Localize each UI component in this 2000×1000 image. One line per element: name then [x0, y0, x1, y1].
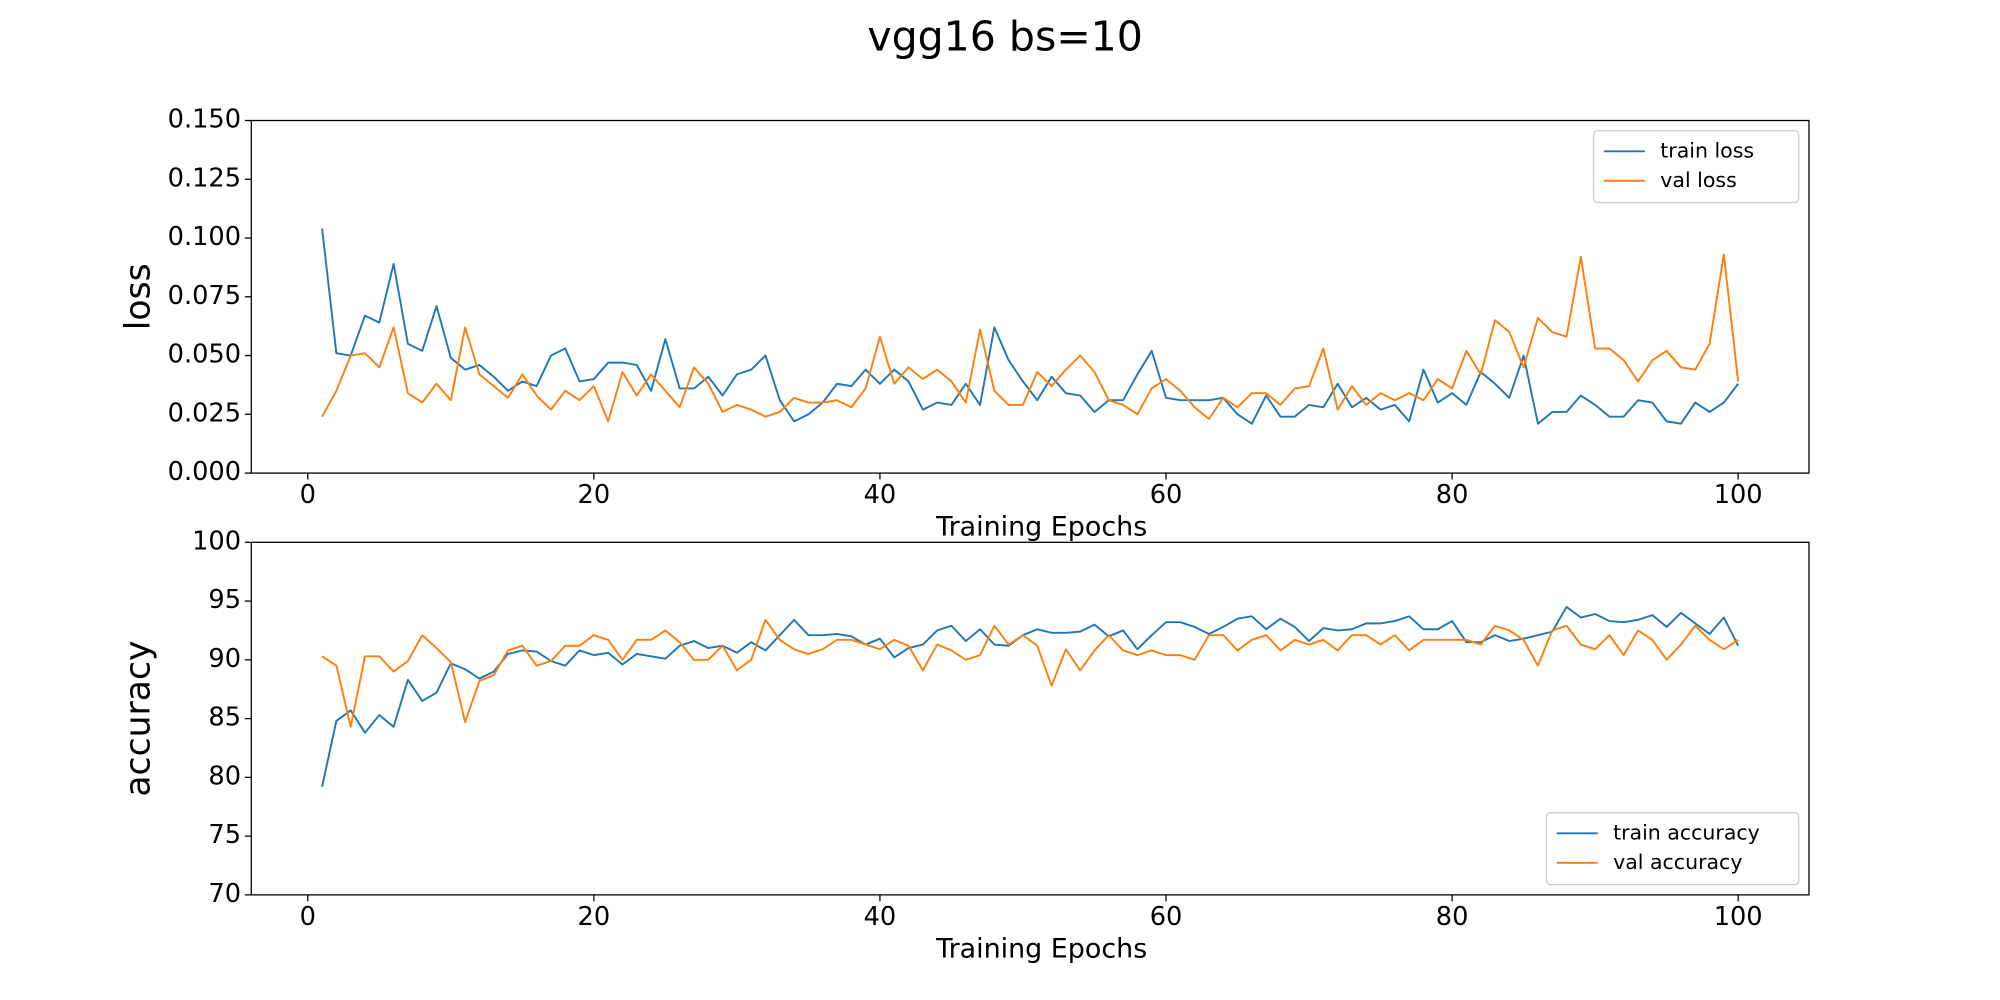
y-tick-label: 100: [192, 526, 241, 556]
y-tick-label: 90: [208, 644, 241, 674]
y-tick-label: 0.150: [168, 105, 241, 135]
y-tick-label: 0.000: [168, 457, 241, 487]
line-series: [321, 605, 1740, 787]
line-series: [321, 618, 1739, 728]
y-tick-label: 75: [208, 820, 241, 850]
y-tick-label: 0.125: [168, 163, 241, 193]
legend-label: val loss: [1660, 168, 1737, 192]
legend-box: [1592, 130, 1800, 204]
plot-frame: [250, 541, 1810, 896]
x-tick-label: 40: [864, 902, 897, 932]
legend-label: val accuracy: [1613, 850, 1742, 874]
legend: train loss val loss: [1592, 130, 1800, 204]
legend-label: train accuracy: [1613, 820, 1760, 844]
x-axis-label: Training Epochs: [935, 512, 1147, 543]
y-tick-label: 70: [208, 879, 241, 909]
y-axis-label: accuracy: [119, 641, 159, 797]
legend-box: [1545, 812, 1800, 886]
y-tick-label: 0.050: [168, 340, 241, 370]
x-tick-label: 60: [1150, 902, 1183, 932]
legend: train accuracy val accuracy: [1545, 812, 1800, 886]
y-tick-label: 85: [208, 703, 241, 733]
y-tick-label: 80: [208, 761, 241, 791]
x-tick-label: 0: [300, 480, 316, 510]
x-tick-label: 20: [578, 480, 611, 510]
legend-label: train loss: [1660, 138, 1754, 162]
y-axis-label: loss: [119, 263, 159, 330]
axes: 0 20 40 60 80 100 0.000 0.025 0.050 0.075 0.100 0.1…: [119, 105, 1810, 543]
y-tick-label: 0.075: [168, 281, 241, 311]
y-tick-label: 95: [208, 585, 241, 615]
x-tick-label: 60: [1150, 480, 1183, 510]
figure-title: vgg16 bs=10: [867, 13, 1143, 61]
x-tick-label: 80: [1436, 902, 1469, 932]
x-tick-label: 100: [1714, 902, 1763, 932]
axes: 0 20 40 60 80 100 70 75 80 85 90 95 100 Training Epoc…: [119, 526, 1810, 965]
x-tick-label: 0: [300, 902, 316, 932]
plot-frame: [250, 119, 1810, 474]
line-series: [321, 253, 1740, 423]
x-tick-label: 20: [578, 902, 611, 932]
x-tick-label: 100: [1714, 480, 1763, 510]
y-tick-label: 0.025: [168, 398, 241, 428]
y-tick-label: 0.100: [168, 222, 241, 252]
x-axis-label: Training Epochs: [935, 934, 1147, 965]
x-tick-label: 80: [1436, 480, 1469, 510]
line-series: [321, 228, 1739, 425]
x-tick-label: 40: [864, 480, 897, 510]
